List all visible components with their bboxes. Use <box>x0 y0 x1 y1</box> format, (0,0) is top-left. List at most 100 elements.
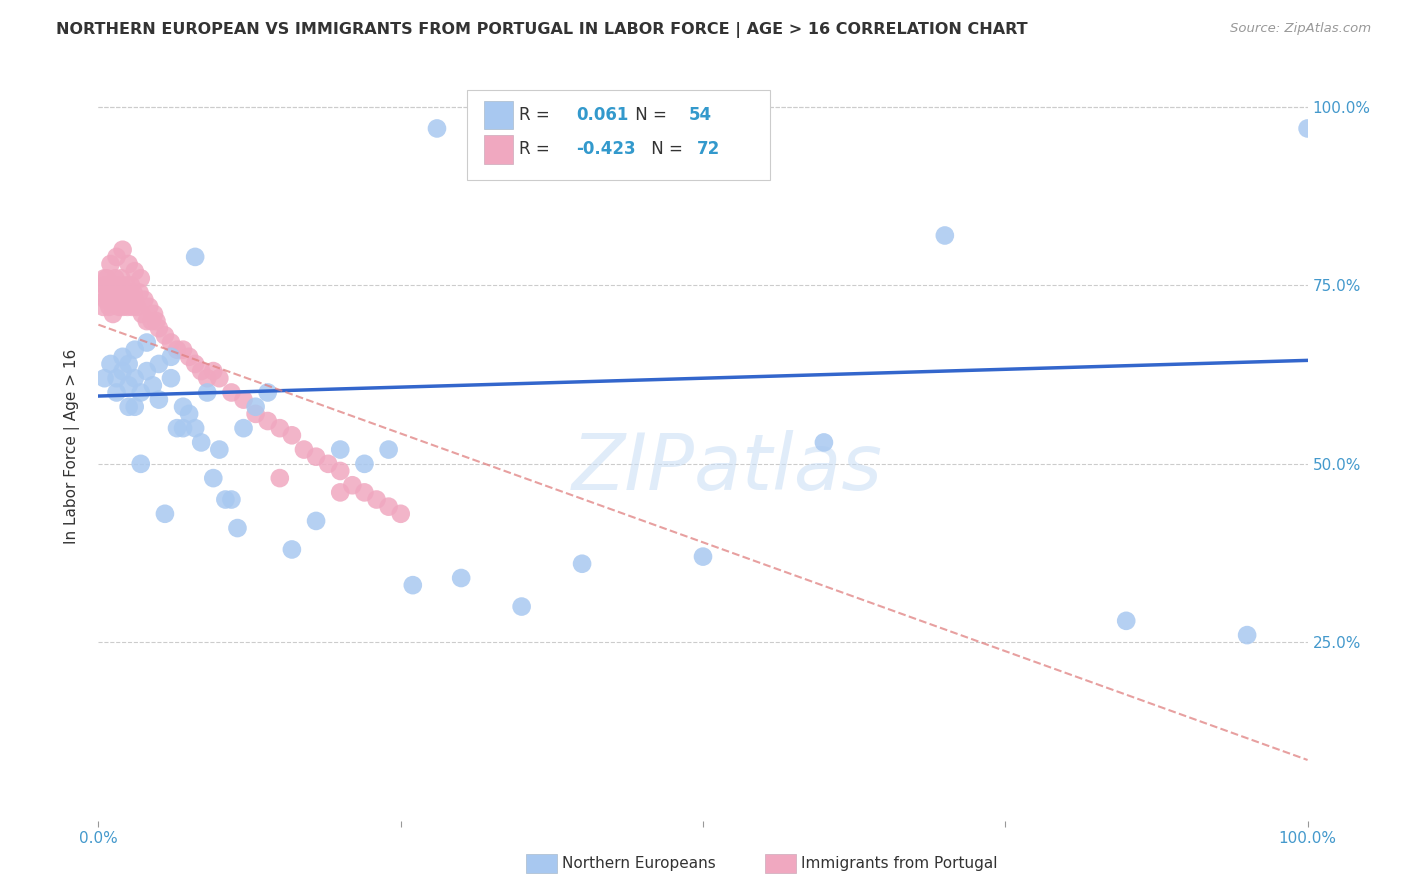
Text: -0.423: -0.423 <box>576 140 636 158</box>
Point <box>316 457 339 471</box>
Point <box>118 285 141 300</box>
Point <box>184 250 207 264</box>
Point <box>166 421 188 435</box>
Point <box>214 492 236 507</box>
Point <box>292 442 315 457</box>
Point <box>329 485 352 500</box>
Point <box>118 293 141 307</box>
Text: 54: 54 <box>689 106 711 124</box>
Point <box>135 364 157 378</box>
Y-axis label: In Labor Force | Age > 16: In Labor Force | Age > 16 <box>63 349 80 543</box>
Point <box>121 300 143 314</box>
Point <box>141 314 163 328</box>
Point <box>134 293 156 307</box>
Point <box>100 357 122 371</box>
Point <box>184 421 207 435</box>
Point <box>813 435 835 450</box>
Point <box>105 250 128 264</box>
Point <box>93 271 115 285</box>
Point <box>342 478 364 492</box>
Point <box>426 121 449 136</box>
Point <box>112 285 135 300</box>
Point <box>245 400 267 414</box>
Point <box>329 442 352 457</box>
Point <box>105 293 128 307</box>
Text: N =: N = <box>630 106 672 124</box>
Point <box>103 285 125 300</box>
Point <box>145 314 167 328</box>
Point <box>377 500 399 514</box>
Point <box>108 285 131 300</box>
Point <box>142 378 165 392</box>
Point <box>129 457 152 471</box>
Point <box>104 271 127 285</box>
Text: Source: ZipAtlas.com: Source: ZipAtlas.com <box>1230 22 1371 36</box>
FancyBboxPatch shape <box>484 135 513 163</box>
Point <box>305 450 328 464</box>
Point <box>256 414 278 428</box>
Text: N =: N = <box>647 140 689 158</box>
Point <box>114 293 136 307</box>
Point <box>1236 628 1258 642</box>
Point <box>1296 121 1319 136</box>
Point <box>160 371 183 385</box>
Point <box>172 400 194 414</box>
Point <box>96 271 118 285</box>
Point <box>135 335 157 350</box>
Point <box>148 392 170 407</box>
Point <box>366 492 388 507</box>
Point <box>389 507 412 521</box>
Point <box>195 371 218 385</box>
Point <box>269 421 291 435</box>
Point <box>160 350 183 364</box>
Text: 72: 72 <box>697 140 720 158</box>
Point <box>571 557 593 571</box>
Point <box>90 285 112 300</box>
Point <box>118 378 141 392</box>
Point <box>117 300 139 314</box>
Point <box>105 385 128 400</box>
Point <box>93 278 115 293</box>
Point <box>115 278 138 293</box>
Point <box>111 300 134 314</box>
Point <box>281 542 304 557</box>
Point <box>256 385 278 400</box>
Text: R =: R = <box>519 140 555 158</box>
Text: Immigrants from Portugal: Immigrants from Portugal <box>801 856 998 871</box>
Point <box>148 357 170 371</box>
Point <box>232 421 254 435</box>
Point <box>91 300 114 314</box>
Point <box>172 343 194 357</box>
Point <box>148 321 170 335</box>
Point <box>402 578 425 592</box>
Point <box>208 442 231 457</box>
Point <box>232 392 254 407</box>
Point <box>120 278 142 293</box>
Point <box>166 343 188 357</box>
Point <box>281 428 304 442</box>
Point <box>135 314 157 328</box>
Point <box>1115 614 1137 628</box>
Point <box>450 571 472 585</box>
Point <box>143 307 166 321</box>
Point <box>97 285 120 300</box>
Text: 0.061: 0.061 <box>576 106 628 124</box>
Point <box>122 285 145 300</box>
Point <box>129 271 152 285</box>
Point <box>195 385 218 400</box>
Point <box>111 364 134 378</box>
FancyBboxPatch shape <box>484 101 513 129</box>
Point <box>118 400 141 414</box>
Point <box>934 228 956 243</box>
Point <box>179 350 201 364</box>
Point <box>353 485 375 500</box>
Point <box>124 343 146 357</box>
Point <box>138 300 160 314</box>
FancyBboxPatch shape <box>467 90 769 180</box>
Point <box>124 371 146 385</box>
Point <box>269 471 291 485</box>
Point <box>179 407 201 421</box>
Text: ZIP​atlas: ZIP​atlas <box>572 431 883 507</box>
Point <box>190 364 212 378</box>
Point <box>128 285 150 300</box>
